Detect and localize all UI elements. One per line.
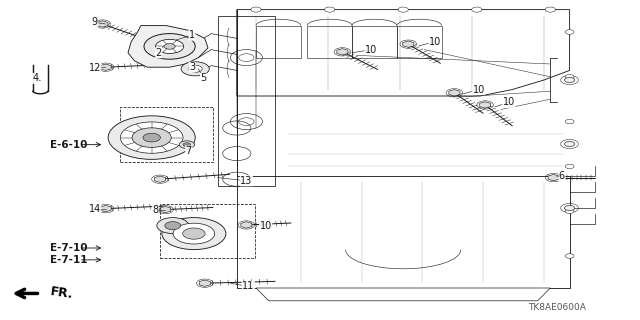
Circle shape: [545, 7, 556, 12]
Text: 1: 1: [189, 30, 195, 40]
Circle shape: [156, 39, 184, 53]
Text: 6: 6: [559, 171, 565, 181]
Circle shape: [564, 205, 575, 211]
Circle shape: [188, 65, 202, 72]
Polygon shape: [100, 205, 111, 212]
Text: 7: 7: [186, 146, 192, 156]
Circle shape: [179, 141, 195, 148]
Text: 12: 12: [88, 63, 101, 73]
Circle shape: [565, 75, 574, 79]
Circle shape: [144, 34, 195, 59]
Polygon shape: [403, 41, 414, 47]
Text: 10: 10: [259, 220, 272, 231]
Text: E-7-11: E-7-11: [51, 255, 88, 265]
Text: 10: 10: [502, 97, 515, 108]
Text: 10: 10: [472, 84, 485, 95]
Text: 8: 8: [152, 204, 159, 215]
Text: E-7-10: E-7-10: [51, 243, 88, 253]
Circle shape: [472, 7, 482, 12]
Text: TK8AE0600A: TK8AE0600A: [528, 303, 586, 312]
Polygon shape: [337, 49, 348, 55]
Circle shape: [120, 122, 183, 153]
Circle shape: [565, 164, 574, 169]
Text: 14: 14: [88, 204, 101, 214]
Polygon shape: [128, 26, 208, 67]
Polygon shape: [159, 206, 171, 213]
Circle shape: [132, 128, 172, 148]
Polygon shape: [479, 102, 491, 108]
Circle shape: [565, 254, 574, 258]
Polygon shape: [199, 280, 211, 286]
Bar: [160, 204, 255, 258]
Circle shape: [143, 133, 161, 142]
Polygon shape: [449, 90, 460, 96]
Circle shape: [564, 141, 575, 147]
Circle shape: [164, 44, 175, 49]
Circle shape: [183, 228, 205, 239]
Text: 2: 2: [156, 48, 162, 58]
Polygon shape: [97, 21, 108, 27]
Circle shape: [565, 119, 574, 124]
Polygon shape: [241, 222, 252, 228]
Text: 10: 10: [429, 36, 442, 47]
Circle shape: [181, 62, 209, 76]
Circle shape: [162, 218, 226, 250]
Text: 5: 5: [200, 73, 207, 84]
Polygon shape: [154, 176, 166, 182]
Text: FR.: FR.: [49, 285, 74, 301]
Circle shape: [157, 218, 189, 234]
Circle shape: [564, 77, 575, 83]
Text: 4: 4: [32, 73, 38, 84]
Polygon shape: [548, 174, 559, 181]
Circle shape: [173, 223, 215, 244]
Text: E-6-10: E-6-10: [51, 140, 88, 150]
Text: 3: 3: [189, 62, 195, 72]
Text: 10: 10: [365, 44, 378, 55]
Polygon shape: [256, 288, 550, 301]
Circle shape: [565, 30, 574, 34]
Circle shape: [183, 143, 191, 147]
Circle shape: [165, 221, 181, 230]
Text: 11: 11: [242, 281, 255, 292]
Circle shape: [251, 7, 261, 12]
Text: 9: 9: [92, 17, 98, 28]
Bar: [120, 107, 213, 162]
Circle shape: [565, 209, 574, 213]
Circle shape: [108, 116, 195, 159]
Circle shape: [324, 7, 335, 12]
Polygon shape: [100, 64, 111, 70]
Text: 13: 13: [240, 176, 253, 186]
Circle shape: [398, 7, 408, 12]
